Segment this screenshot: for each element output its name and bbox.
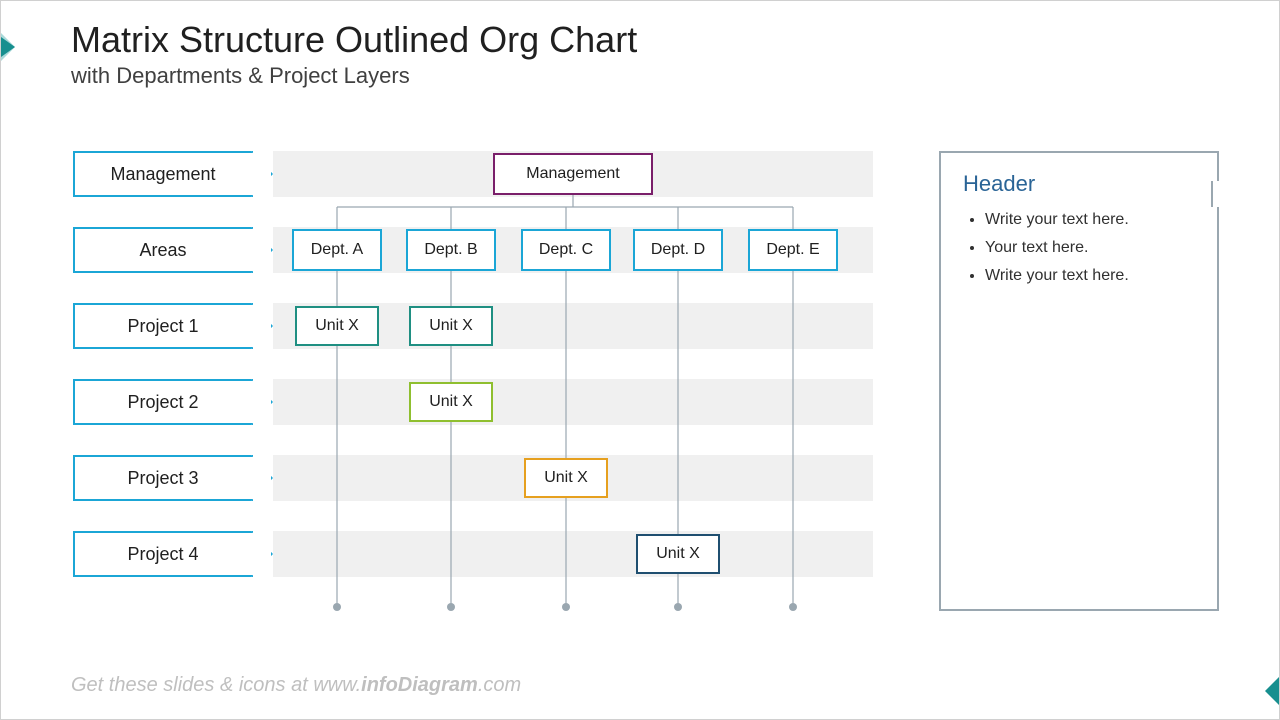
dept-node: Dept. A xyxy=(292,229,382,271)
dept-node: Dept. E xyxy=(748,229,838,271)
unit-node: Unit X xyxy=(409,306,493,346)
dept-node: Dept. C xyxy=(521,229,611,271)
unit-node: Unit X xyxy=(409,382,493,422)
row-tag: Areas xyxy=(73,227,253,273)
footer-credit: Get these slides & icons at www.infoDiag… xyxy=(71,674,521,697)
row-tag: Project 1 xyxy=(73,303,253,349)
slide-header: Matrix Structure Outlined Org Chart with… xyxy=(1,1,1279,89)
row-tag: Management xyxy=(73,151,253,197)
footer-suffix: .com xyxy=(478,674,521,696)
org-chart: Management Areas Project 1 Project 2 Project… xyxy=(73,151,883,621)
sidebar-item: Write your text here. xyxy=(985,267,1195,285)
row-tag: Project 3 xyxy=(73,455,253,501)
row-tag: Project 4 xyxy=(73,531,253,577)
connector-lines xyxy=(273,151,873,621)
dept-node: Dept. D xyxy=(633,229,723,271)
row-tag-arrow xyxy=(251,379,273,425)
row-tag-arrow xyxy=(251,531,273,577)
unit-node: Unit X xyxy=(295,306,379,346)
sidebar-notch xyxy=(1211,181,1219,207)
dept-node: Dept. B xyxy=(406,229,496,271)
unit-node: Unit X xyxy=(524,458,608,498)
sidebar-item: Write your text here. xyxy=(985,211,1195,229)
accent-tab-left xyxy=(1,33,15,61)
row-tag-arrow xyxy=(251,227,273,273)
sidebar-header: Header xyxy=(963,171,1195,197)
sidebar-list: Write your text here. Your text here. Writ… xyxy=(963,211,1195,285)
slide-subtitle: with Departments & Project Layers xyxy=(71,63,1279,89)
row-tag-arrow xyxy=(251,303,273,349)
row-tag-arrow xyxy=(251,455,273,501)
unit-node: Unit X xyxy=(636,534,720,574)
accent-tab-right xyxy=(1265,677,1279,705)
footer-bold: infoDiagram xyxy=(361,674,478,696)
sidebar-item: Your text here. xyxy=(985,239,1195,257)
sidebar-panel: Header Write your text here. Your text he… xyxy=(939,151,1219,611)
footer-prefix: Get these slides & icons at www. xyxy=(71,674,361,696)
row-tag-arrow xyxy=(251,151,273,197)
row-tag: Project 2 xyxy=(73,379,253,425)
management-node: Management xyxy=(493,153,653,195)
slide-title: Matrix Structure Outlined Org Chart xyxy=(71,19,1279,61)
